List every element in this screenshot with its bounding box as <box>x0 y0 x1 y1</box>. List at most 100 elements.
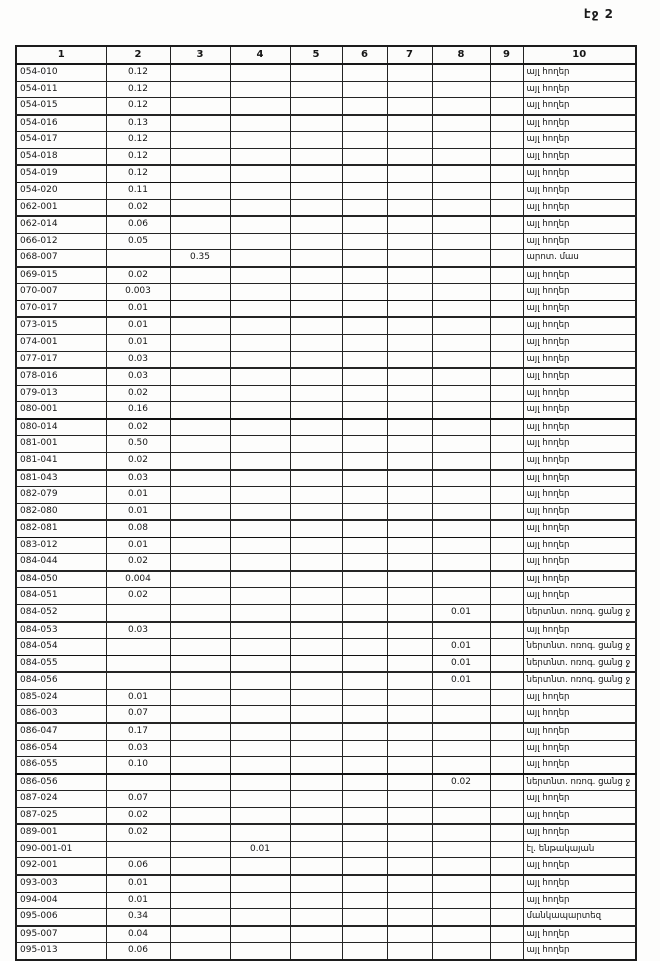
value-cell <box>431 198 491 218</box>
value-cell <box>489 384 524 403</box>
value-cell <box>289 131 343 149</box>
value-cell <box>289 756 343 775</box>
value-cell <box>386 756 433 775</box>
value-cell <box>289 874 343 893</box>
value-cell <box>289 621 343 640</box>
value-cell <box>169 299 231 319</box>
value-cell <box>169 688 231 707</box>
value-cell <box>489 114 524 133</box>
value-cell <box>386 806 433 826</box>
value-cell <box>105 249 171 268</box>
value-cell: 0.02 <box>105 587 171 605</box>
value-cell <box>289 435 343 453</box>
value-cell <box>229 468 291 488</box>
land-type-cell: այլ հողեր <box>522 367 637 386</box>
value-cell <box>431 925 491 944</box>
value-cell: 0.06 <box>105 857 171 877</box>
value-cell <box>489 131 524 149</box>
value-cell: 0.01 <box>431 638 491 656</box>
value-cell <box>431 367 491 386</box>
land-type-cell: այլ հողեր <box>522 823 637 842</box>
value-cell <box>169 756 231 775</box>
land-type-cell: այլ հողեր <box>522 587 637 605</box>
table-row: 054-016 0.13 այլ հողեր <box>15 114 637 133</box>
value-cell <box>229 621 291 640</box>
parcel-code-cell: 094-004 <box>15 891 107 910</box>
value-cell <box>169 418 231 437</box>
value-cell <box>489 350 524 370</box>
value-cell <box>341 283 388 301</box>
value-cell <box>169 638 231 656</box>
value-cell <box>489 181 524 200</box>
land-type-cell: այլ հողեր <box>522 80 637 99</box>
land-type-cell: այլ հողեր <box>522 164 637 183</box>
value-cell <box>169 519 231 538</box>
value-cell <box>169 97 231 116</box>
value-cell <box>431 722 491 741</box>
value-cell <box>289 418 343 437</box>
value-cell: 0.01 <box>431 603 491 623</box>
value-cell: 0.03 <box>105 350 171 370</box>
value-cell <box>169 232 231 251</box>
value-cell <box>229 925 291 944</box>
value-cell <box>341 654 388 674</box>
value-cell <box>489 215 524 234</box>
value-cell <box>229 164 291 183</box>
value-cell <box>289 823 343 842</box>
value-cell <box>386 97 433 116</box>
column-header-10: 10 <box>522 45 637 65</box>
value-cell <box>289 367 343 386</box>
value-cell <box>289 519 343 538</box>
value-cell <box>289 806 343 826</box>
table-row: 084-050 0.004 այլ հողեր <box>15 570 637 589</box>
parcel-code-cell: 086-054 <box>15 739 107 758</box>
value-cell <box>169 131 231 149</box>
value-cell: 0.003 <box>105 283 171 301</box>
table-row: 082-079 0.01 այլ հողեր <box>15 486 637 504</box>
value-cell <box>431 147 491 167</box>
value-cell <box>431 823 491 842</box>
value-cell <box>289 401 343 420</box>
column-header-2: 2 <box>105 45 171 65</box>
value-cell <box>229 519 291 538</box>
value-cell <box>431 519 491 538</box>
value-cell <box>341 63 388 82</box>
value-cell <box>489 823 524 842</box>
value-cell: 0.04 <box>105 925 171 944</box>
value-cell <box>169 486 231 504</box>
value-cell <box>229 705 291 724</box>
value-cell <box>169 722 231 741</box>
value-cell <box>229 334 291 352</box>
value-cell <box>489 468 524 488</box>
value-cell <box>229 215 291 234</box>
value-cell <box>289 232 343 251</box>
value-cell <box>386 688 433 707</box>
value-cell: 0.07 <box>105 790 171 808</box>
value-cell <box>386 823 433 842</box>
column-header-6: 6 <box>341 45 388 65</box>
parcel-code-cell: 082-079 <box>15 486 107 504</box>
value-cell <box>229 908 291 927</box>
land-type-cell: այլ հողեր <box>522 316 637 336</box>
value-cell <box>341 350 388 370</box>
value-cell <box>386 705 433 724</box>
table-row: 084-056 0.01 ներտնտ. ոռոգ. ցանց ջ <box>15 671 637 690</box>
value-cell <box>341 908 388 927</box>
value-cell <box>169 908 231 927</box>
value-cell <box>341 705 388 724</box>
parcel-code-cell: 054-018 <box>15 147 107 167</box>
land-type-cell: այլ հողեր <box>522 97 637 116</box>
land-type-cell: այլ հողեր <box>522 925 637 944</box>
parcel-code-cell: 086-003 <box>15 705 107 724</box>
land-type-cell: այլ հողեր <box>522 570 637 589</box>
value-cell <box>341 367 388 386</box>
value-cell <box>341 638 388 656</box>
value-cell <box>289 587 343 605</box>
land-type-cell: այլ հողեր <box>522 384 637 403</box>
value-cell <box>489 232 524 251</box>
value-cell <box>489 266 524 285</box>
table-row: 082-080 0.01 այլ հողեր <box>15 502 637 522</box>
land-type-cell: այլ հողեր <box>522 891 637 910</box>
value-cell <box>386 232 433 251</box>
value-cell <box>431 570 491 589</box>
